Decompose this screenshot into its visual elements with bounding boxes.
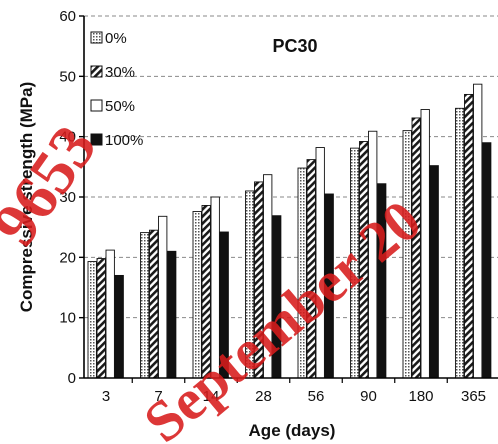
legend: 0% 30% 50% 100%	[90, 30, 143, 149]
bar-0pct-day-365	[455, 107, 465, 379]
y-axis-title: Compressive strength (MPa)	[17, 82, 36, 313]
bar-50pct-day-3	[105, 249, 115, 379]
bar-30pct-day-7	[149, 229, 159, 379]
bar-100pct-day-7	[167, 250, 177, 379]
bar-0pct-day-3	[87, 261, 97, 379]
legend-label: 30%	[105, 64, 135, 81]
x-tick-label: 3	[102, 388, 110, 405]
legend-label: 0%	[105, 30, 127, 47]
x-ticks: 3 7 14 28 56 90 180 365	[102, 378, 486, 405]
bar-50pct-day-7	[158, 215, 168, 379]
y-tick-label: 50	[59, 68, 76, 85]
x-tick-label: 28	[255, 388, 272, 405]
bar-30pct-day-3	[96, 258, 106, 379]
y-tick-label: 0	[68, 370, 76, 387]
watermark-date: September 20	[132, 187, 433, 444]
legend-swatch-50pct	[90, 99, 103, 112]
x-tick-label: 56	[308, 388, 325, 405]
legend-label: 100%	[105, 132, 143, 149]
bar-100pct-day-180	[429, 165, 439, 379]
bar-30pct-day-365	[464, 93, 474, 379]
x-tick-label: 90	[360, 388, 377, 405]
y-tick-label: 60	[59, 8, 76, 25]
y-ticks: 0 10 20 30 40 50 60	[59, 8, 84, 387]
y-tick-label: 40	[59, 129, 76, 146]
legend-swatch-30pct	[90, 65, 103, 78]
bar-0pct-day-7	[140, 232, 150, 379]
x-axis-title: Age (days)	[249, 421, 336, 440]
x-tick-label: 7	[154, 388, 162, 405]
legend-swatch-0pct	[90, 31, 103, 44]
chart-title: PC30	[272, 36, 317, 56]
legend-label: 50%	[105, 98, 135, 115]
x-tick-label: 14	[203, 388, 220, 405]
y-tick-label: 10	[59, 310, 76, 327]
x-tick-label: 365	[461, 388, 486, 405]
y-tick-label: 30	[59, 189, 76, 206]
x-tick-label: 180	[408, 388, 433, 405]
bar-100pct-day-365	[482, 142, 492, 379]
legend-swatch-100pct	[90, 133, 103, 146]
y-tick-label: 20	[59, 249, 76, 266]
bar-50pct-day-365	[473, 83, 483, 379]
bar-100pct-day-3	[114, 274, 124, 379]
